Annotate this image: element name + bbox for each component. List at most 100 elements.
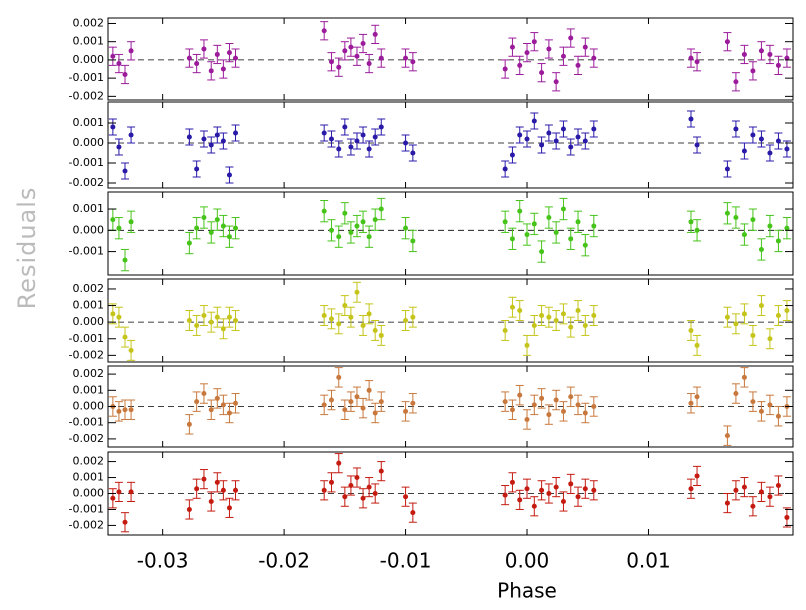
point (372, 217, 378, 223)
point (767, 51, 773, 57)
point (531, 118, 537, 124)
point (226, 314, 232, 320)
point (233, 487, 239, 493)
point (582, 242, 588, 248)
point (366, 484, 372, 490)
point (775, 138, 781, 144)
point (694, 227, 700, 233)
point (517, 308, 523, 314)
point (186, 318, 192, 323)
point (582, 322, 588, 328)
point (403, 225, 409, 231)
y-tick-label: -0.001 (69, 332, 104, 345)
point (724, 39, 730, 45)
point (758, 489, 764, 495)
point (128, 489, 134, 495)
y-tick-label: -0.001 (69, 502, 104, 515)
point (348, 483, 354, 489)
point (128, 407, 134, 413)
point (328, 59, 334, 65)
point (560, 126, 566, 132)
point (122, 168, 128, 174)
point (220, 326, 226, 332)
point (378, 124, 384, 130)
point (750, 132, 756, 138)
point (336, 64, 342, 70)
point (524, 416, 530, 422)
point (336, 321, 342, 327)
y-tick-label: 0.000 (73, 53, 105, 66)
y-tick-label: 0.000 (73, 223, 105, 236)
point (733, 215, 739, 221)
point (410, 400, 416, 406)
point (553, 318, 559, 323)
y-tick-label: 0.000 (73, 487, 105, 500)
point (733, 321, 739, 327)
point (342, 210, 348, 216)
point (336, 374, 342, 380)
point (233, 130, 239, 136)
point (575, 402, 581, 408)
point (194, 399, 200, 405)
point (775, 62, 781, 68)
point (591, 126, 597, 132)
point (724, 210, 730, 216)
point (186, 421, 192, 427)
point (509, 304, 515, 310)
point (539, 313, 545, 319)
panel-frame (107, 451, 794, 536)
point (226, 410, 232, 416)
point (546, 215, 552, 221)
point (348, 144, 354, 150)
point (336, 234, 342, 240)
point (553, 79, 559, 85)
y-tick-label: 0.001 (73, 471, 105, 484)
point (194, 225, 200, 231)
point (758, 408, 764, 414)
point (122, 519, 128, 525)
point (694, 142, 700, 148)
point (328, 136, 334, 142)
point (741, 51, 747, 57)
point (546, 46, 552, 52)
point (201, 46, 207, 52)
point (348, 314, 354, 320)
x-tick-label: -0.02 (258, 549, 310, 573)
point (122, 71, 128, 77)
point (366, 311, 372, 317)
y-axis-label: Residuals (13, 187, 41, 310)
point (328, 227, 334, 233)
point (688, 486, 694, 492)
point (539, 487, 545, 493)
point (328, 397, 334, 403)
point (360, 322, 366, 328)
point (750, 399, 756, 405)
point (531, 39, 537, 45)
point (568, 144, 574, 150)
point (553, 138, 559, 144)
y-tick-label: -0.001 (69, 245, 104, 258)
point (688, 116, 694, 122)
point (122, 407, 128, 413)
y-tick-label: 0.001 (73, 383, 105, 396)
point (560, 53, 566, 59)
y-tick-label: -0.002 (69, 348, 104, 361)
y-tick-label: 0.000 (73, 136, 105, 149)
panel-frame (107, 365, 794, 448)
point (517, 208, 523, 214)
point (539, 395, 545, 401)
point (220, 402, 226, 408)
point (116, 144, 122, 150)
point (360, 41, 366, 47)
point (502, 66, 508, 72)
panel-frame (107, 278, 794, 363)
y-tick-label: 0.002 (73, 282, 105, 295)
point (378, 468, 384, 474)
point (403, 55, 409, 61)
point (214, 314, 220, 320)
y-tick-label: 0.001 (73, 35, 105, 48)
point (568, 324, 574, 330)
point (201, 391, 207, 397)
point (214, 479, 220, 485)
y-tick-label: -0.002 (69, 518, 104, 531)
